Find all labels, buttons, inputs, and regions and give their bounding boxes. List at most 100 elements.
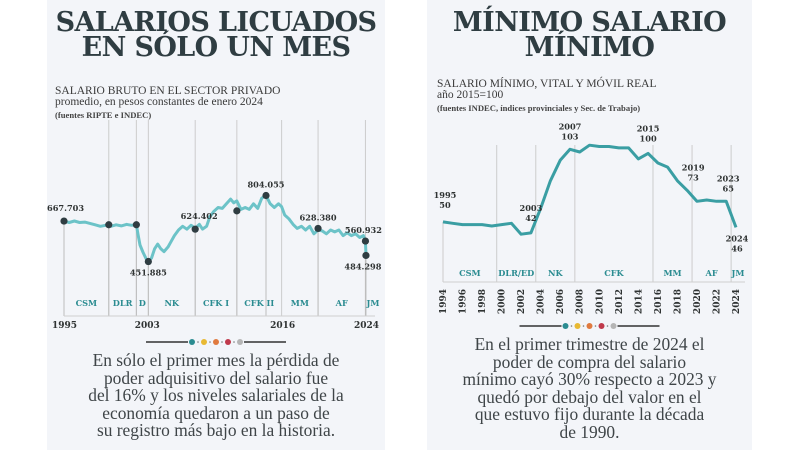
annotation-year: 2003 — [520, 203, 543, 213]
era-label: MM — [663, 268, 681, 278]
x-tick-label: 2000 — [498, 289, 508, 314]
left-section-divider — [146, 339, 286, 345]
x-tick-label: 2002 — [517, 289, 527, 314]
divider-dot — [213, 339, 219, 345]
x-tick-label: 2024 — [354, 321, 379, 330]
data-marker — [144, 257, 152, 266]
minimum-wage-series-line — [442, 143, 738, 236]
left-footer-line: su registro más bajo en la historia. — [96, 420, 336, 440]
data-label: 804.055 — [247, 179, 284, 189]
x-tick-label: 2016 — [654, 289, 664, 314]
right-footer-line: quedó por debajo del valor en el — [477, 386, 702, 407]
left-line-chart: 667.703 451.885 624.402 804.055 628.380 560.9… — [47, 120, 382, 330]
right-title-line-1: MÍNIMO SALARIO — [452, 7, 727, 38]
data-marker — [233, 207, 241, 215]
right-subtitle: SALARIO MÍNIMO, VITAL Y MÓVIL REAL año 2… — [437, 78, 657, 101]
right-footer-line: poder de compra del salario — [492, 351, 687, 372]
data-label: 451.885 — [130, 268, 167, 278]
left-infographic-panel: SALARIOS LICUADOS EN SÓLO UN MES SALARIO… — [47, 0, 385, 450]
annotation-year: 2007 — [559, 121, 582, 131]
annotation-value: 42 — [525, 213, 536, 223]
divider-dot-small — [221, 341, 223, 343]
data-marker — [262, 191, 270, 200]
divider-dot — [201, 339, 207, 345]
divider-dot — [225, 339, 231, 345]
left-footer-line: En sólo el primer mes la pérdida de — [92, 350, 340, 370]
data-marker — [361, 237, 370, 245]
data-marker — [105, 221, 113, 229]
era-label: NK — [164, 298, 179, 308]
x-tick-label: 2006 — [556, 289, 566, 314]
x-tick-label: 1996 — [459, 289, 469, 314]
divider-dot-small — [570, 325, 573, 327]
annotation-year: 2019 — [682, 162, 705, 172]
data-label: 667.703 — [47, 203, 84, 213]
left-footer-line: economía quedaron a un paso de — [102, 402, 330, 423]
annotation-value: 65 — [723, 183, 735, 193]
data-marker — [132, 221, 140, 229]
era-label: DLR/ED — [498, 268, 534, 278]
era-label: MM — [291, 298, 309, 308]
x-tick-label: 1998 — [478, 289, 488, 314]
era-label: JM — [731, 268, 745, 278]
annotation-value: 103 — [561, 131, 578, 141]
x-tick-label: 2012 — [615, 289, 625, 314]
divider-dot — [189, 339, 195, 345]
divider-dot — [574, 323, 581, 329]
data-marker — [191, 225, 199, 233]
annotation-year: 2024 — [726, 233, 749, 243]
right-source-note: (fuentes INDEC, índices provinciales y S… — [437, 103, 641, 113]
era-label: JM — [366, 298, 380, 308]
era-label: NK — [548, 268, 563, 278]
annotation-year: 1995 — [434, 190, 457, 200]
left-title-line-1: SALARIOS LICUADOS — [55, 7, 377, 38]
data-marker — [60, 217, 68, 225]
right-subtitle-line-2: año 2015=100 — [437, 89, 504, 101]
left-title-line-2: EN SÓLO UN MES — [81, 32, 351, 63]
left-subtitle-line-1: SALARIO BRUTO EN EL SECTOR PRIVADO — [55, 85, 281, 97]
divider-dot — [598, 323, 605, 329]
divider-dot-small — [233, 341, 235, 343]
x-tick-label: 2020 — [693, 289, 703, 314]
data-label: 628.380 — [300, 212, 337, 222]
divider-dot-small — [606, 325, 609, 327]
x-tick-label: 2004 — [537, 289, 547, 314]
era-label: AF — [335, 298, 348, 308]
x-tick-label: 2018 — [673, 289, 683, 314]
x-tick-label: 2014 — [634, 289, 644, 314]
right-footer-text: En el primer trimestre de 2024 el poder d… — [427, 335, 752, 441]
data-marker — [362, 251, 370, 260]
era-label: AF — [704, 268, 717, 278]
right-subtitle-line-1: SALARIO MÍNIMO, VITAL Y MÓVIL REAL — [437, 78, 657, 90]
era-label: CFK II — [244, 298, 274, 308]
left-title: SALARIOS LICUADOS EN SÓLO UN MES — [47, 7, 385, 63]
era-label: DLR — [113, 298, 133, 308]
x-tick-label: 1995 — [52, 321, 77, 330]
x-tick-label: 2010 — [595, 289, 605, 314]
divider-dot-small — [582, 325, 585, 327]
era-label: CSM — [459, 268, 481, 278]
annotation-year: 2023 — [717, 173, 740, 183]
right-infographic-panel: MÍNIMO SALARIO MÍNIMO SALARIO MÍNIMO, VI… — [427, 0, 752, 450]
x-tick-label: 2024 — [732, 289, 742, 314]
annotation-value: 73 — [687, 172, 699, 182]
annotation-value: 50 — [439, 200, 451, 210]
right-title: MÍNIMO SALARIO MÍNIMO — [427, 7, 752, 61]
era-label: D — [139, 298, 146, 308]
data-label: 560.932 — [345, 225, 382, 235]
annotation-value: 46 — [731, 243, 743, 253]
right-footer-line: mínimo cayó 30% respecto a 2023 y — [462, 369, 717, 389]
annotation-value: 100 — [640, 133, 657, 143]
divider-dot-small — [209, 341, 211, 343]
x-tick-label: 2022 — [712, 289, 722, 314]
annotation-year: 2015 — [637, 123, 660, 133]
divider-dot-small — [197, 341, 199, 343]
right-section-divider — [519, 323, 660, 329]
data-label: 624.402 — [181, 211, 218, 221]
divider-dot — [237, 339, 243, 345]
left-source-note: (fuentes RIPTE e INDEC) — [55, 110, 152, 120]
divider-dot-small — [594, 325, 597, 327]
divider-dot — [562, 323, 569, 329]
divider-dot — [610, 323, 617, 329]
